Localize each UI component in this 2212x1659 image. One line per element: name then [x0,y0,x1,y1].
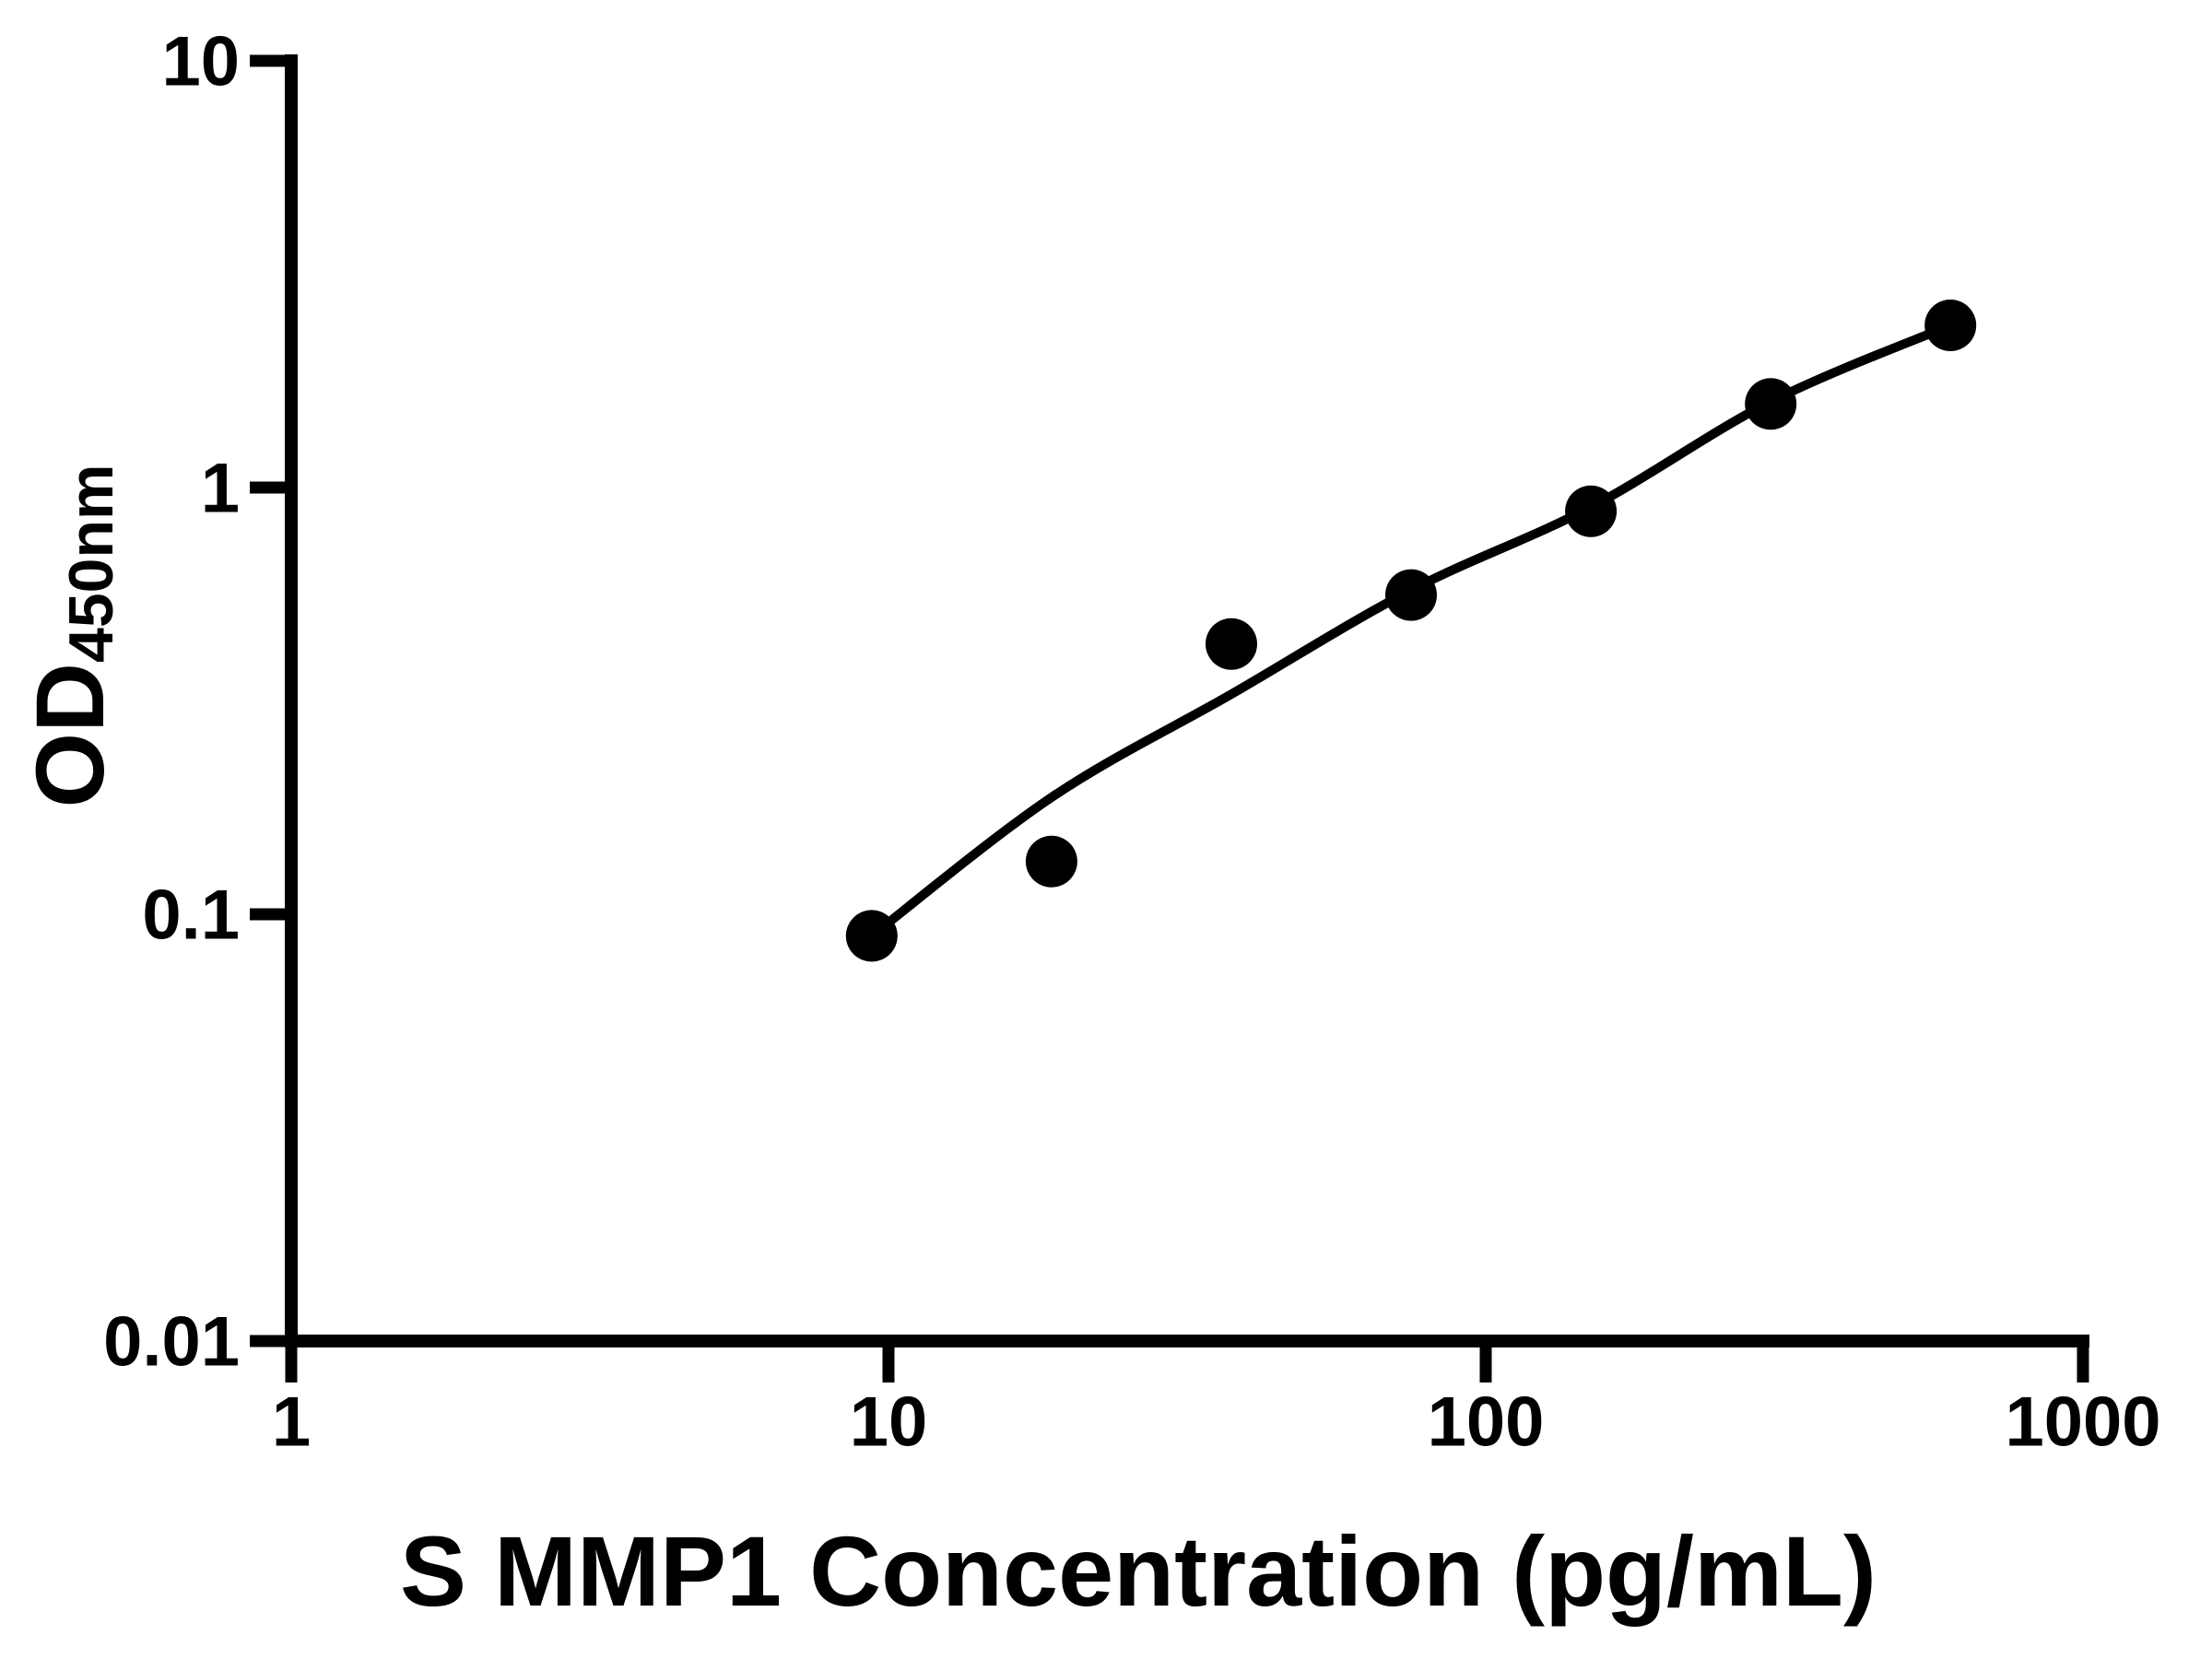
data-point [1565,485,1618,537]
y-axis-tick-label: 1 [201,450,240,528]
y-axis-tick-label: 10 [161,23,240,101]
x-axis-tick-label: 1000 [2005,1382,2160,1461]
data-point [1025,835,1077,888]
y-axis-title: OD450nm [17,465,126,808]
x-axis-tick-label: 1 [272,1382,311,1461]
y-axis-tick-label: 0.01 [103,1303,240,1382]
x-axis-title: S MMP1 Concentration (pg/mL) [400,1515,1877,1627]
data-point [845,910,898,962]
y-axis-tick-label: 0.1 [142,877,240,955]
data-point [1206,618,1257,670]
y-axis-title-main: OD [17,663,124,808]
data-point [1745,378,1797,430]
x-axis-tick-label: 100 [1428,1382,1545,1461]
x-axis-tick-label: 10 [850,1382,928,1461]
data-point [1924,300,1977,351]
y-axis-title-subscript: 450nm [56,465,126,663]
data-point [1385,569,1437,621]
